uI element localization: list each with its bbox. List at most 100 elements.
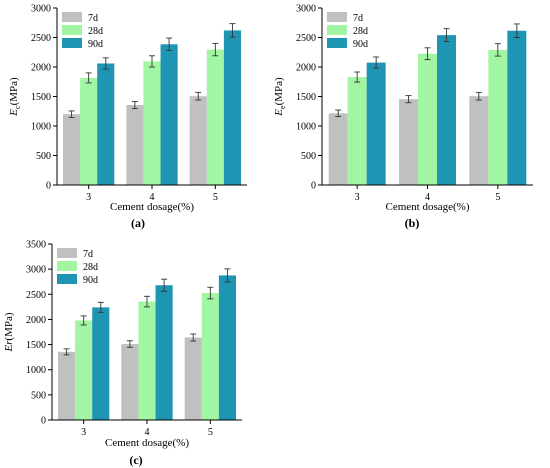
y-tick-label: 1000: [26, 365, 46, 376]
legend-label-28d: 28d: [88, 26, 103, 37]
bar-7d-3: [58, 351, 76, 420]
bar-7d-4: [399, 99, 419, 185]
legend-label-7d: 7d: [88, 13, 98, 24]
x-tick-label: 4: [150, 192, 155, 203]
y-tick-label: 2500: [31, 33, 51, 44]
legend-swatch-7d: [57, 248, 77, 258]
x-tick-label: 5: [495, 192, 500, 203]
legend-swatch-90d: [327, 38, 347, 48]
y-tick-label: 3000: [26, 265, 46, 276]
y-tick-label: 2000: [31, 63, 51, 74]
legend-label-28d: 28d: [83, 262, 98, 273]
bar-28d-4: [418, 53, 437, 185]
y-tick-label: 3500: [26, 240, 46, 251]
y-tick-label: 1500: [296, 92, 316, 103]
legend-swatch-7d: [62, 12, 82, 22]
y-axis-label-unit: (MPa): [273, 77, 285, 105]
y-tick-label: 2500: [296, 33, 316, 44]
y-tick-label: 0: [46, 181, 51, 192]
y-tick-label: 2000: [26, 315, 46, 326]
chart-panel-2: 0 500 1000 1500 2000 2500 3000 3 4 5 7d 28d 90d Ee(MP…: [273, 4, 533, 230]
x-tick-label: 5: [213, 192, 218, 203]
y-tick-label: 2500: [26, 290, 46, 301]
bar-90d-3: [97, 63, 115, 185]
legend-label-90d: 90d: [83, 275, 98, 286]
bar-28d-3: [80, 77, 98, 185]
bar-28d-5: [206, 49, 224, 185]
legend: 7d 28d 90d: [327, 12, 368, 50]
y-tick-label: 500: [301, 151, 316, 162]
y-axis-label-symbol: Er: [3, 340, 15, 353]
legend: 7d 28d 90d: [62, 12, 103, 50]
legend-label-7d: 7d: [83, 249, 93, 260]
y-tick-label: 2000: [296, 63, 316, 74]
y-axis-label-subscript: e: [278, 105, 287, 109]
x-axis-label: Cement dosage(%): [110, 201, 194, 213]
y-axis-label-symbol: E: [273, 109, 285, 117]
legend-swatch-28d: [62, 25, 82, 35]
y-tick-label: 0: [311, 181, 316, 192]
bar-7d-3: [63, 114, 81, 185]
legend-label-7d: 7d: [353, 13, 363, 24]
y-axis-label: Er(MPa): [3, 312, 15, 352]
x-tick-label: 4: [425, 192, 430, 203]
bar-28d-5: [488, 49, 508, 185]
bar-7d-5: [189, 96, 207, 185]
bar-90d-4: [160, 44, 178, 185]
bar-90d-4: [155, 285, 173, 420]
panel-label: (b): [405, 216, 420, 230]
y-axis-label-symbol: E: [8, 109, 20, 117]
bar-90d-5: [223, 30, 241, 186]
y-tick-label: 1500: [31, 92, 51, 103]
chart-panel-1: 0 500 1000 1500 2000 2500 3000 3 4 5 7d 28d 90d Ec(MP…: [8, 4, 247, 230]
bar-7d-4: [126, 105, 144, 185]
bar-90d-3: [366, 62, 386, 186]
bar-28d-4: [138, 301, 156, 420]
y-tick-label: 1000: [296, 122, 316, 133]
legend-swatch-7d: [327, 12, 347, 22]
panel-label: (a): [131, 216, 145, 230]
bar-7d-3: [328, 113, 348, 185]
y-axis-label-unit: (MPa): [8, 77, 20, 105]
x-tick-label: 5: [208, 427, 213, 438]
y-axis-label-subscript: c: [13, 105, 22, 109]
legend-swatch-90d: [62, 38, 82, 48]
bar-28d-3: [347, 77, 367, 185]
panel-label: (c): [129, 453, 142, 467]
bar-90d-3: [92, 307, 110, 420]
bar-7d-4: [121, 344, 139, 420]
bar-90d-4: [436, 35, 456, 185]
y-tick-label: 500: [36, 151, 51, 162]
bar-28d-4: [143, 61, 161, 185]
y-tick-label: 1000: [31, 122, 51, 133]
y-tick-label: 3000: [31, 4, 51, 15]
chart-panel-3: 0 500 1000 1500 2000 2500 3000 3500 3 4 5 7d 28d 90d E…: [3, 240, 242, 467]
bar-90d-5: [218, 275, 236, 420]
x-tick-label: 3: [81, 427, 86, 438]
y-tick-label: 1500: [26, 340, 46, 351]
x-tick-label: 3: [86, 192, 91, 203]
bar-7d-5: [469, 96, 489, 185]
bar-28d-3: [75, 320, 93, 420]
bar-7d-5: [184, 337, 202, 420]
x-axis-label: Cement dosage(%): [386, 201, 470, 213]
y-axis-label: Ee(MPa): [273, 77, 287, 117]
legend-label-90d: 90d: [353, 39, 368, 50]
legend-swatch-28d: [57, 261, 77, 271]
legend-swatch-90d: [57, 274, 77, 284]
y-axis-label: Ec(MPa): [8, 77, 22, 117]
legend-label-28d: 28d: [353, 26, 368, 37]
y-tick-label: 3000: [296, 4, 316, 15]
bar-90d-5: [507, 30, 527, 186]
x-tick-label: 4: [145, 427, 150, 438]
legend-label-90d: 90d: [88, 39, 103, 50]
y-axis-label-unit: (MPa): [3, 312, 15, 340]
bar-28d-5: [201, 293, 219, 420]
y-tick-label: 0: [41, 416, 46, 427]
legend-swatch-28d: [327, 25, 347, 35]
x-axis-label: Cement dosage(%): [105, 437, 189, 449]
y-tick-label: 500: [31, 390, 46, 401]
legend: 7d 28d 90d: [57, 248, 98, 286]
x-tick-label: 3: [355, 192, 360, 203]
